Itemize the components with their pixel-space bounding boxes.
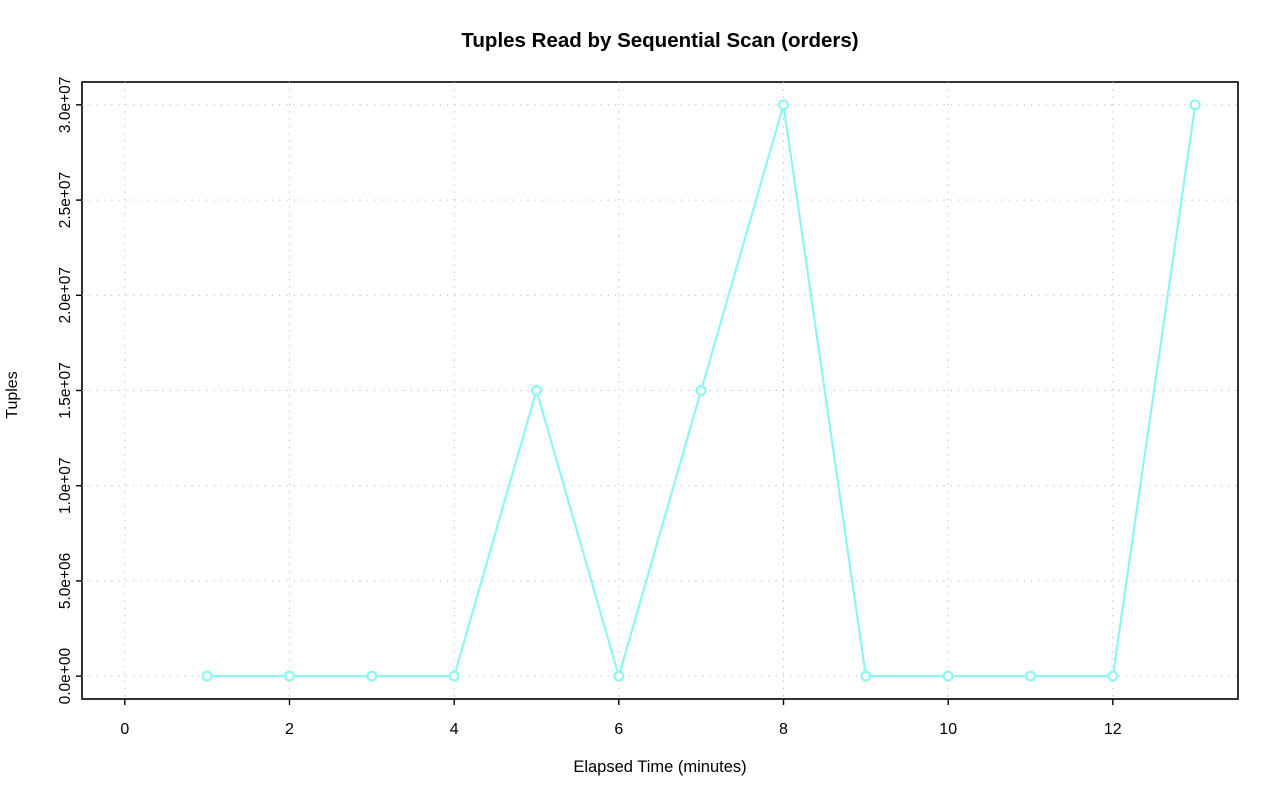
svg-text:0: 0 xyxy=(120,721,129,738)
svg-text:0.0e+00: 0.0e+00 xyxy=(57,648,74,705)
svg-text:6: 6 xyxy=(614,721,623,738)
svg-text:1.5e+07: 1.5e+07 xyxy=(57,362,74,418)
svg-text:2: 2 xyxy=(285,721,294,738)
svg-text:5.0e+06: 5.0e+06 xyxy=(57,553,74,609)
svg-text:Elapsed Time (minutes): Elapsed Time (minutes) xyxy=(573,758,746,776)
svg-text:2.5e+07: 2.5e+07 xyxy=(57,172,74,228)
svg-text:Tuples: Tuples xyxy=(4,371,21,418)
svg-text:2.0e+07: 2.0e+07 xyxy=(57,267,74,323)
svg-text:3.0e+07: 3.0e+07 xyxy=(57,77,74,133)
svg-text:Tuples Read by Sequential Scan: Tuples Read by Sequential Scan (orders) xyxy=(461,29,858,52)
svg-text:8: 8 xyxy=(779,721,788,738)
svg-text:10: 10 xyxy=(939,721,957,738)
svg-text:12: 12 xyxy=(1104,721,1122,738)
svg-text:4: 4 xyxy=(450,721,459,738)
svg-text:1.0e+07: 1.0e+07 xyxy=(57,457,74,513)
